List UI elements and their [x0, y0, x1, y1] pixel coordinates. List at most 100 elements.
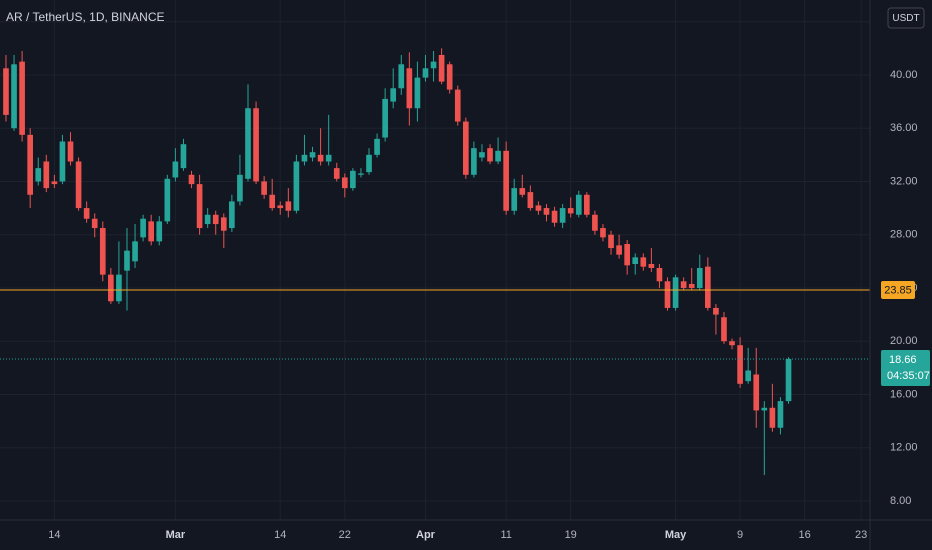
x-tick-label: 19: [565, 529, 577, 541]
candle-body: [269, 194, 276, 209]
candle-body: [253, 108, 259, 182]
candle-body: [301, 154, 308, 162]
candle-body: [132, 241, 138, 262]
candle-body: [19, 61, 25, 135]
currency-badge[interactable]: [887, 7, 925, 29]
candle-body: [237, 174, 243, 202]
x-tick-label: Apr: [416, 529, 436, 541]
candle-body: [204, 214, 211, 225]
candle-body: [43, 161, 50, 189]
x-tick-label: 23: [855, 529, 867, 541]
candle-body: [438, 54, 445, 82]
candle-body: [462, 121, 469, 175]
countdown-label: 04:35:07: [887, 370, 930, 382]
candle-body: [648, 263, 655, 268]
x-tick-label: 11: [500, 529, 511, 541]
candle-body: [229, 201, 235, 229]
candle-body: [608, 234, 614, 249]
candle-body: [317, 154, 324, 162]
candle-body: [729, 341, 735, 346]
candle-body: [75, 161, 82, 209]
candle-body: [51, 181, 58, 185]
candle-body: [196, 184, 203, 229]
candle-body: [527, 192, 534, 209]
candle-body: [705, 266, 711, 308]
y-tick-label: 32.00: [890, 175, 918, 187]
candle-body: [414, 77, 421, 109]
candle-body: [575, 194, 582, 215]
x-tick-label: 16: [799, 529, 811, 541]
horizontal-line-badge: [881, 280, 915, 299]
candle-body: [616, 245, 622, 255]
candle-body: [374, 138, 380, 155]
candle-body: [656, 267, 663, 282]
candle-body: [559, 208, 566, 223]
candle-body: [680, 281, 687, 288]
candle-body: [567, 208, 574, 214]
y-tick-label: 20.00: [890, 335, 918, 347]
candle-body: [640, 257, 647, 267]
candle-body: [341, 177, 348, 189]
y-tick-label: 36.00: [890, 122, 918, 134]
candle-body: [124, 250, 130, 271]
candle-body: [495, 150, 501, 162]
candle-body: [769, 407, 776, 428]
candle-body: [261, 181, 267, 195]
candle-body: [245, 108, 251, 179]
candle-body: [600, 228, 606, 238]
candle-body: [325, 154, 332, 162]
candle-body: [59, 141, 66, 182]
candle-body: [390, 88, 397, 102]
candle-body: [277, 205, 284, 209]
candle-body: [688, 283, 695, 288]
candle-body: [220, 217, 227, 231]
candle-body: [3, 68, 9, 115]
horizontal-line-label: 23.85: [884, 284, 912, 296]
y-tick-label: 12.00: [890, 442, 918, 454]
x-tick-label: 14: [274, 529, 286, 541]
candle-body: [188, 174, 195, 185]
candle-body: [164, 178, 171, 222]
candle-body: [487, 148, 493, 162]
candle-body: [672, 277, 679, 308]
candle-body: [551, 210, 558, 223]
plot-area: [0, 48, 870, 476]
candle-body: [350, 170, 356, 189]
x-tick-label: 22: [339, 529, 351, 541]
candle-body: [535, 205, 542, 211]
y-tick-label: 8.00: [890, 495, 911, 507]
candle-body: [27, 134, 33, 195]
candle-body: [358, 173, 364, 175]
candle-body: [785, 359, 792, 402]
candle-body: [422, 68, 429, 78]
candle-body: [148, 221, 155, 242]
candle-body: [721, 317, 727, 342]
x-tick-label: 9: [737, 529, 743, 541]
candle-body: [737, 345, 743, 384]
candle-body: [543, 208, 550, 215]
candle-body: [333, 168, 340, 179]
candle-body: [479, 152, 485, 158]
candle-body: [761, 407, 768, 411]
candle-body: [446, 64, 453, 90]
y-tick-label: 28.00: [890, 229, 918, 241]
y-tick-label: 40.00: [890, 69, 918, 81]
candle-body: [83, 208, 90, 219]
candle-body: [430, 61, 437, 69]
last-price-label: 18.66: [889, 354, 917, 366]
currency-label: USDT: [892, 13, 919, 24]
y-tick-label: 16.00: [890, 388, 918, 400]
candle-body: [632, 257, 639, 264]
candle-body: [745, 370, 752, 382]
x-tick-label: 14: [48, 529, 60, 541]
x-tick-label: May: [665, 529, 687, 541]
candle-body: [777, 401, 784, 428]
candle-body: [11, 64, 17, 129]
candle-body: [108, 274, 114, 302]
candle-body: [624, 244, 630, 266]
candle-body: [511, 188, 518, 211]
candle-body: [180, 144, 187, 169]
